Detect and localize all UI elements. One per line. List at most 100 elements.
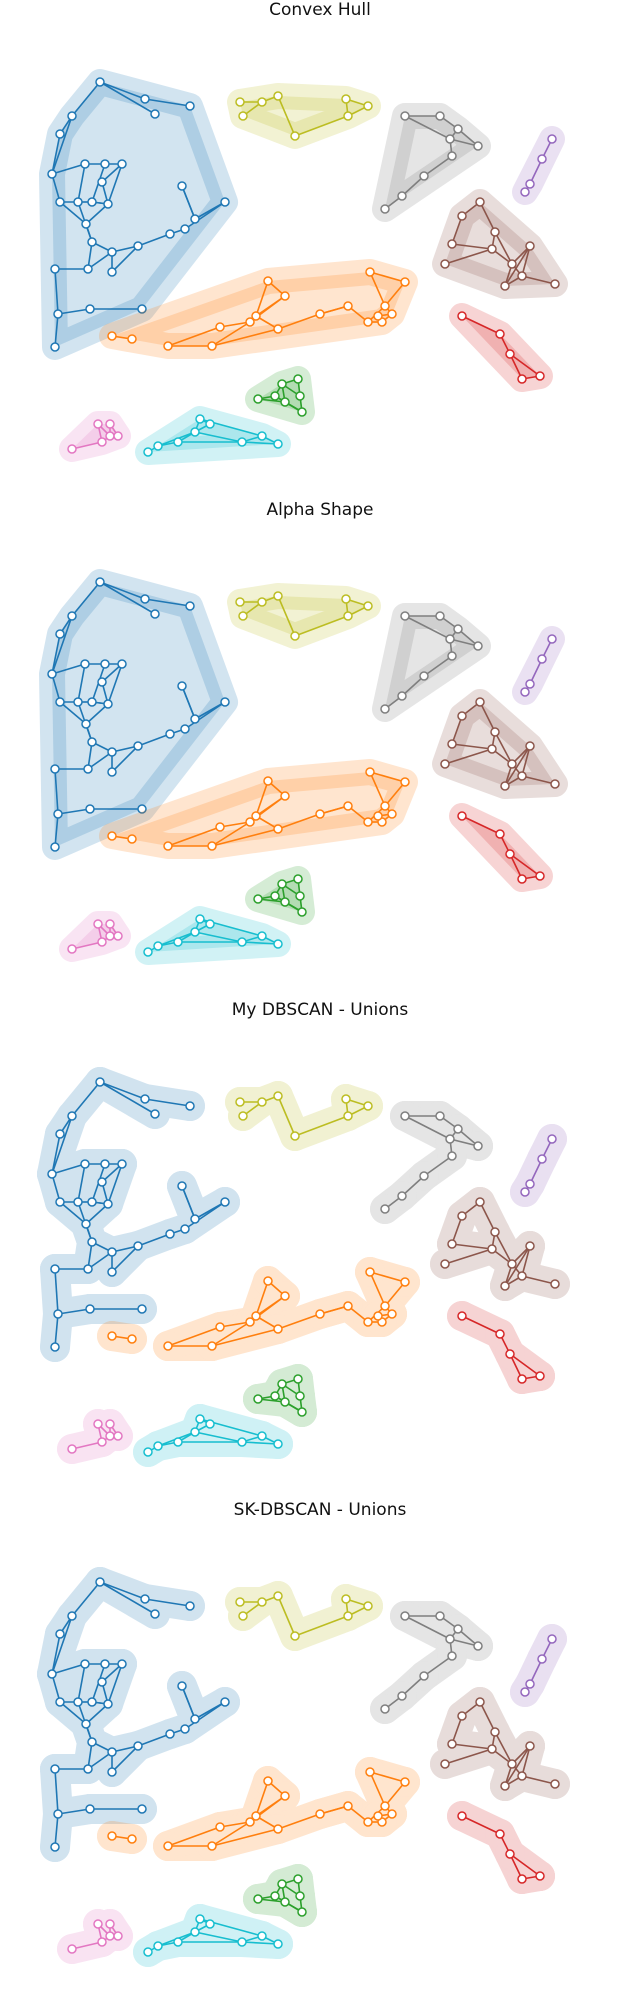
graph-edge <box>451 1215 463 1245</box>
graph-edge <box>71 1581 101 1617</box>
graph-edge <box>51 1115 73 1175</box>
graph-node <box>150 609 160 619</box>
graph-node <box>177 1181 187 1191</box>
graph-node <box>550 1279 560 1289</box>
graph-node <box>173 937 183 947</box>
graph-node <box>419 671 429 681</box>
graph-edge <box>369 1771 386 1807</box>
graph-node <box>117 1659 127 1669</box>
graph-node <box>525 179 535 189</box>
cluster-6 <box>449 803 553 892</box>
graph-node <box>547 134 557 144</box>
graph-node <box>105 931 115 941</box>
graph-node <box>83 1764 93 1774</box>
graph-node <box>238 611 248 621</box>
cluster-9 <box>135 406 291 465</box>
graph-edge <box>54 268 59 315</box>
cluster-8 <box>59 911 131 962</box>
graph-node <box>447 239 457 249</box>
graph-edge <box>294 1615 349 1637</box>
graph-node <box>380 1801 390 1811</box>
graph-node <box>251 811 261 821</box>
graph-node <box>365 1267 375 1277</box>
graph-edge <box>423 655 453 677</box>
graph-node <box>273 1591 283 1601</box>
graph-edge <box>444 1748 493 1765</box>
graph-node <box>153 941 163 951</box>
graph-edge <box>51 673 61 703</box>
graph-node <box>251 1811 261 1821</box>
graph-node <box>400 777 410 787</box>
cluster-5 <box>430 1187 570 1301</box>
graph-node <box>520 1687 530 1697</box>
graph-node <box>67 1944 77 1954</box>
graph-node <box>235 1097 245 1107</box>
graph-node <box>235 597 245 607</box>
graph-node <box>537 654 547 664</box>
graph-node <box>293 1374 303 1384</box>
graph-edge <box>57 808 91 815</box>
graph-edge <box>137 733 171 747</box>
graph-node <box>165 1729 175 1739</box>
cluster-9 <box>135 906 291 965</box>
graph-node <box>435 1611 445 1621</box>
graph-node <box>525 1179 535 1189</box>
cluster-0 <box>39 69 238 360</box>
graph-node <box>190 714 200 724</box>
graph-node <box>143 947 153 957</box>
graph-edge <box>444 248 493 265</box>
graph-node <box>85 1804 95 1814</box>
cluster-union <box>243 1864 317 1927</box>
graph-node <box>517 874 527 884</box>
graph-node <box>73 197 83 207</box>
graph-node <box>107 1267 117 1277</box>
graph-node <box>80 659 90 669</box>
graph-node <box>237 437 247 447</box>
graph-node <box>280 397 290 407</box>
graph-edge <box>255 1295 286 1317</box>
graph-node <box>280 1397 290 1407</box>
graph-node <box>535 871 545 881</box>
graph-node <box>95 77 105 87</box>
graph-edge <box>404 1115 451 1140</box>
graph-node <box>67 1444 77 1454</box>
graph-node <box>380 704 390 714</box>
cluster-8 <box>57 1409 133 1464</box>
graph-node <box>50 264 60 274</box>
graph-edge <box>509 853 541 877</box>
cluster-0 <box>37 1567 240 1862</box>
graph-node <box>137 304 147 314</box>
graph-node <box>315 1809 325 1819</box>
graph-edge <box>99 1581 146 1600</box>
graph-node <box>343 1301 353 1311</box>
graph-node <box>83 264 93 274</box>
graph-node <box>475 1697 485 1707</box>
graph-edge <box>449 1138 479 1147</box>
graph-edge <box>85 1203 109 1225</box>
graph-edge <box>194 1431 243 1443</box>
graph-edge <box>77 163 86 203</box>
graph-edge <box>241 441 279 445</box>
graph-edge <box>277 95 296 137</box>
cluster-1 <box>99 259 418 359</box>
cluster-2 <box>225 1081 383 1151</box>
graph-node <box>97 1437 107 1447</box>
graph-node <box>105 1919 115 1929</box>
graph-node <box>173 1437 183 1447</box>
graph-node <box>150 1109 160 1119</box>
graph-edge <box>54 313 59 348</box>
cluster-1 <box>97 1257 420 1361</box>
graph-node <box>143 1947 153 1957</box>
graph-node <box>55 629 65 639</box>
graph-node <box>150 1609 160 1619</box>
graph-edge <box>57 1308 91 1315</box>
graph-edge <box>384 1781 406 1807</box>
graph-node <box>50 1842 60 1852</box>
graph-node <box>500 1281 510 1291</box>
graph-node <box>435 111 445 121</box>
graph-node <box>297 907 307 917</box>
graph-node <box>373 1311 383 1321</box>
graph-node <box>365 267 375 277</box>
graph-node <box>277 1379 287 1389</box>
graph-node <box>133 741 143 751</box>
